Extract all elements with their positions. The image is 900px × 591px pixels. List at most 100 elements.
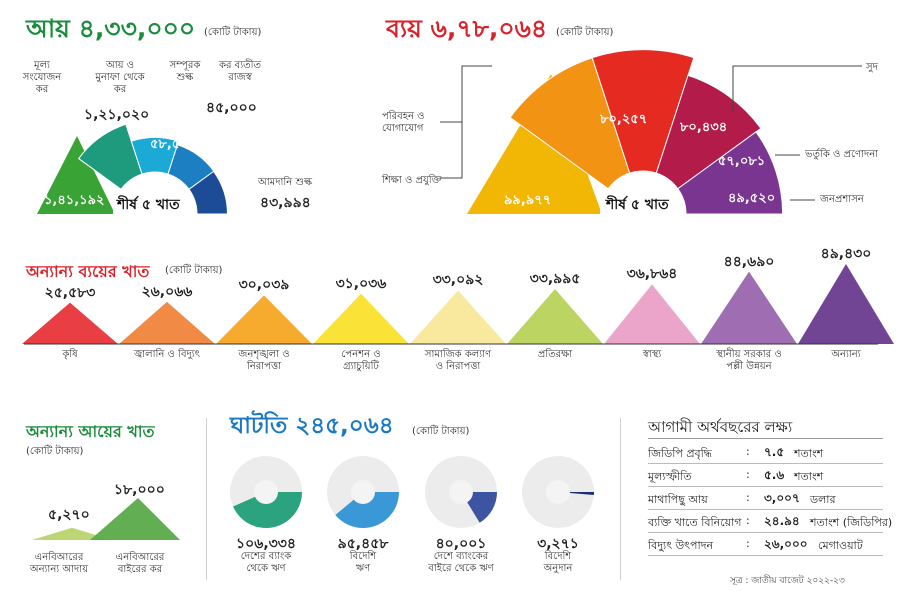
other-expenditure-value-2: ৩০,০৩৯ bbox=[238, 277, 290, 294]
expenditure-label-2: সুদ bbox=[866, 62, 878, 73]
other-expenditure-mark-2 bbox=[216, 295, 312, 344]
other-income-unit: (কোটি টাকায়) bbox=[26, 446, 84, 457]
deficit-mark-1 bbox=[335, 492, 399, 528]
targets-row-value: ৩,০০৭ bbox=[764, 491, 800, 505]
other-expenditure-value-3: ৩১,০৩৬ bbox=[335, 275, 387, 292]
deficit-gauge-hole-2 bbox=[449, 480, 473, 504]
other-expenditure-label-5: প্রতিরক্ষা bbox=[537, 349, 573, 360]
other-expenditure-label-7: স্থানীয় সরকার ও পল্লী উন্নয়ন bbox=[716, 349, 782, 372]
expenditure-label-1: পরিবহন ও যোগাযোগ bbox=[382, 111, 425, 134]
expenditure-mark-0 bbox=[467, 74, 602, 214]
other-expenditure-title: অন্যান্য ব্যয়ের খাত bbox=[26, 262, 150, 281]
other-expenditure-label-3: পেনশন ও গ্র্যাচুয়িটি bbox=[341, 349, 381, 372]
income-mark-0 bbox=[37, 136, 115, 214]
targets-row-colon: : bbox=[746, 537, 750, 550]
targets-row-colon: : bbox=[746, 491, 750, 504]
other-expenditure-value-1: ২৬,০৬৬ bbox=[141, 283, 193, 300]
targets-row-value: ৫.৬ bbox=[764, 468, 785, 482]
income-label-2: সম্পূরক শুল্ক bbox=[169, 60, 201, 83]
income-label-4: আমদানি শুল্ক bbox=[258, 177, 313, 188]
other-income-value-0: ৫,২৭০ bbox=[48, 507, 90, 523]
deficit-title: ঘাটতি ২৪৫,০৬৪ bbox=[230, 413, 394, 439]
targets-row-label: ব্যক্তি খাতে বিনিয়োগ bbox=[648, 516, 742, 529]
expenditure-value-0: ৯৯,৯৭৭ bbox=[504, 193, 552, 208]
targets-row-label: বিদ্যুৎ উৎপাদন bbox=[648, 539, 714, 552]
other-expenditure-value-5: ৩৩,৯৯৫ bbox=[529, 270, 581, 287]
income-title: আয় ৪,৩৩,০০০ bbox=[26, 14, 196, 43]
deficit-label-3: বিদেশি অনুদান bbox=[543, 551, 573, 574]
other-expenditure-label-0: কৃষি bbox=[62, 349, 78, 360]
targets-row-colon: : bbox=[746, 468, 750, 481]
targets-row-label: মাথাপিছু আয় bbox=[648, 493, 708, 506]
deficit-mark-0 bbox=[233, 492, 302, 528]
divider-left bbox=[206, 418, 207, 580]
targets-row-colon: : bbox=[746, 514, 750, 527]
other-expenditure-mark-6 bbox=[604, 284, 700, 344]
deficit-gauge-hole-3 bbox=[546, 480, 570, 504]
income-label-0: মূল্য সংযোজন কর bbox=[22, 60, 62, 95]
income-value-4: ৪৩,৯৯৪ bbox=[260, 195, 311, 211]
other-income-value-1: ১৮,০০০ bbox=[114, 482, 165, 498]
income-unit: (কোটি টাকায়) bbox=[204, 27, 262, 38]
targets-row: ব্যক্তি খাতে বিনিয়োগ: ২৪.৯৪ শতাংশ (জিডিপি… bbox=[648, 510, 892, 533]
targets-row-value: ২৬,০০০ bbox=[764, 537, 808, 551]
other-expenditure-value-6: ৩৬,৮৬৪ bbox=[626, 266, 678, 283]
targets-row-unit: ডলার bbox=[810, 493, 836, 506]
income-value-0: ১,৪১,১৯২ bbox=[44, 193, 105, 208]
expenditure-center-label: শীর্ষ ৫ খাত bbox=[606, 197, 669, 213]
targets-row-value: ৭.৫ bbox=[764, 445, 785, 459]
other-expenditure-mark-0 bbox=[22, 302, 118, 344]
deficit-unit: (কোটি টাকায়) bbox=[412, 426, 470, 437]
other-income-mark-0 bbox=[32, 527, 112, 540]
targets-row: মাথাপিছু আয়: ৩,০০৭ ডলার bbox=[648, 487, 883, 510]
other-expenditure-mark-8 bbox=[798, 264, 894, 344]
other-expenditure-mark-1 bbox=[119, 301, 215, 344]
targets-row: জিডিপি প্রবৃদ্ধি: ৭.৫ শতাংশ bbox=[648, 441, 883, 464]
expenditure-unit: (কোটি টাকায়) bbox=[556, 27, 614, 38]
deficit-gauge-hole-1 bbox=[351, 480, 375, 504]
income-label-1: আয় ও মুনাফা থেকে কর bbox=[95, 60, 145, 95]
expenditure-value-3: ৫৭,০৮১ bbox=[718, 154, 766, 169]
other-expenditure-label-1: জ্বালানি ও বিদ্যুৎ bbox=[133, 349, 201, 360]
targets-row-unit: শতাংশ bbox=[794, 447, 824, 460]
income-center-label: শীর্ষ ৫ খাত bbox=[117, 197, 180, 213]
deficit-label-2: দেশে ব্যাংকের বাইরে থেকে ঋণ bbox=[428, 551, 494, 574]
deficit-value-1: ৯৫,৪৫৮ bbox=[337, 536, 389, 552]
deficit-value-2: ৪০,০০১ bbox=[435, 536, 487, 552]
income-value-1: ১,২১,০২০ bbox=[84, 107, 150, 123]
expenditure-label-3: ভর্তুকি ও প্রণোদনা bbox=[805, 149, 879, 160]
other-income-label-0: এনবিআরের অন্যান্য আদায় bbox=[29, 552, 89, 575]
source-note: সূত্র : জাতীয় বাজেট ২০২২-২৩ bbox=[730, 576, 845, 586]
other-income-label-1: এনবিআরের বাইরের কর bbox=[115, 552, 165, 575]
targets-title-underline bbox=[648, 438, 883, 439]
expenditure-value-4: ৪৯,৫২০ bbox=[728, 191, 776, 206]
targets-row-unit: শতাংশ (জিডিপির) bbox=[810, 516, 893, 529]
income-value-2: ৫৮,৫২৪ bbox=[150, 137, 198, 152]
other-expenditure-mark-3 bbox=[313, 293, 409, 344]
other-expenditure-label-4: সামাজিক কল্যাণ ও নিরাপত্তা bbox=[424, 349, 492, 372]
income-value-3: ৪৫,০০০ bbox=[206, 100, 257, 116]
targets-row-unit: শতাংশ bbox=[794, 470, 824, 483]
other-income-title: অন্যান্য আয়ের খাত bbox=[26, 422, 155, 441]
targets-row-label: জিডিপি প্রবৃদ্ধি bbox=[648, 447, 712, 460]
other-expenditure-label-8: অন্যান্য bbox=[831, 349, 861, 360]
expenditure-value-1: ৮০,২৫৭ bbox=[600, 112, 648, 127]
deficit-gauge-hole-0 bbox=[254, 480, 278, 504]
targets-row: বিদ্যুৎ উৎপাদন: ২৬,০০০ মেগাওয়াট bbox=[648, 533, 883, 556]
divider-right bbox=[620, 418, 621, 580]
income-label-3: কর ব্যতীত রাজস্ব bbox=[218, 60, 261, 83]
other-expenditure-value-4: ৩৩,০৯২ bbox=[432, 272, 484, 289]
targets-title: আগামী অর্থবছরের লক্ষ্য bbox=[648, 418, 793, 436]
expenditure-leader-lines bbox=[440, 65, 862, 201]
deficit-label-1: বিদেশি ঋণ bbox=[349, 551, 377, 574]
other-income-mark-1 bbox=[90, 498, 180, 540]
targets-row-colon: : bbox=[746, 445, 750, 458]
other-expenditure-value-0: ২৫,৫৮৩ bbox=[44, 284, 96, 301]
expenditure-center-hole bbox=[600, 171, 686, 214]
expenditure-value-2: ৮০,৪৩৪ bbox=[680, 120, 728, 135]
